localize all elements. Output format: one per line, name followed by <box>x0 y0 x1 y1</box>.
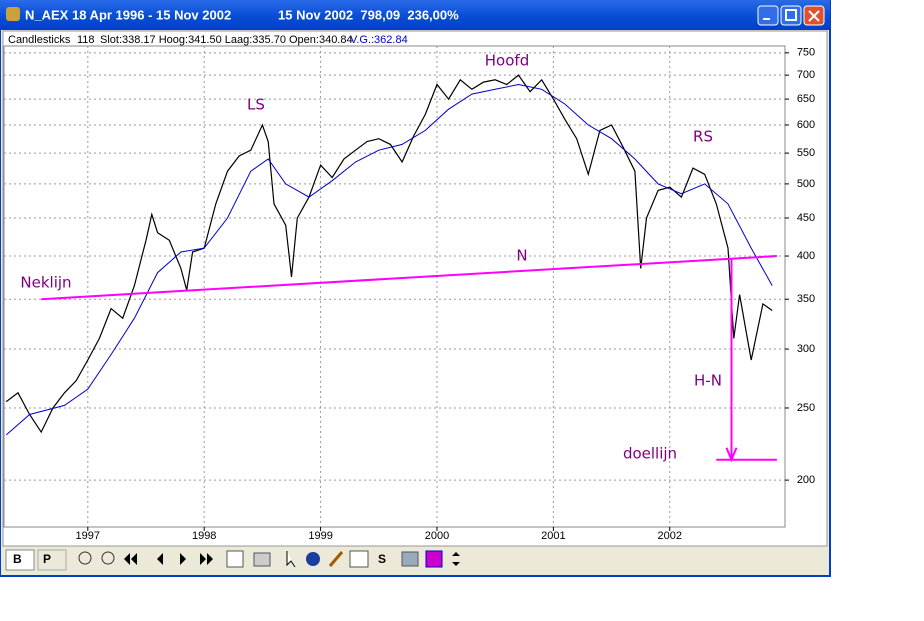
plot: 200 250 300 350 400 450 500 550 600 650 700 750 1997… <box>3 45 815 542</box>
zoom-in-icon[interactable] <box>78 551 92 565</box>
y-tick-label: 650 <box>797 93 815 105</box>
info-ohlc: Slot:338.17 Hoog:341.50 Laag:335.70 Open… <box>100 34 353 46</box>
y-tick-label: 300 <box>797 343 815 355</box>
y-tick-label: 600 <box>797 119 815 131</box>
print-icon[interactable] <box>253 552 271 567</box>
annotation: LS <box>247 96 265 114</box>
y-tick-label: 250 <box>797 402 815 414</box>
title-bar <box>0 0 830 30</box>
info-ma: V.G.:362.84 <box>350 34 408 46</box>
y-tick-label: 500 <box>797 178 815 190</box>
draw-icon[interactable] <box>328 551 344 567</box>
y-tick-label: 550 <box>797 147 815 159</box>
cursor-icon[interactable] <box>286 551 296 568</box>
y-tick-label: 400 <box>797 250 815 262</box>
zoom-out-icon[interactable] <box>101 551 115 565</box>
toolbar-button[interactable] <box>5 549 35 571</box>
minimize-button[interactable] <box>757 5 779 26</box>
arrowhead <box>725 447 738 463</box>
annotation: H-N <box>694 372 722 390</box>
annotation: Neklijn <box>20 274 71 292</box>
annotation: RS <box>693 128 713 146</box>
x-tick-label: 1999 <box>308 530 332 542</box>
plot-frame <box>3 45 786 528</box>
tool-icon[interactable] <box>425 550 443 568</box>
series-line <box>5 74 773 434</box>
x-tick-label: 1997 <box>76 530 100 542</box>
x-tick-label: 2001 <box>541 530 565 542</box>
maximize-icon <box>785 9 797 21</box>
last-icon[interactable] <box>200 553 213 565</box>
info-icon[interactable] <box>306 552 320 566</box>
y-tick-label: 350 <box>797 293 815 305</box>
window: N_AEX 18 Apr 1996 - 15 Nov 2002 15 Nov 2… <box>0 0 831 577</box>
next-icon[interactable] <box>180 553 186 565</box>
y-tick-label: 750 <box>797 47 815 59</box>
toolbar-button-label: S <box>378 552 386 566</box>
annotation: doellijn <box>623 445 677 463</box>
info-mode: Candlesticks <box>8 34 71 46</box>
maximize-button[interactable] <box>780 5 802 26</box>
window-status: 15 Nov 2002 798,09 236,00% <box>278 7 459 22</box>
series-line <box>5 83 773 436</box>
chart-icon[interactable] <box>226 550 244 568</box>
prev-icon[interactable] <box>157 553 163 565</box>
annotation: N <box>516 247 527 265</box>
close-icon <box>808 10 820 22</box>
y-tick-label: 700 <box>797 69 815 81</box>
chart-surface <box>2 30 828 547</box>
toolbar-button-label: B <box>13 552 22 566</box>
toolbar-button-label: P <box>43 552 51 566</box>
annotations: LS Hoofd RS N Neklijn H-N doellijn <box>20 52 722 463</box>
window-title: N_AEX 18 Apr 1996 - 15 Nov 2002 <box>25 7 231 22</box>
toolbar-button[interactable] <box>37 549 67 571</box>
info-count: 118 <box>77 34 95 46</box>
app-icon <box>6 7 20 21</box>
x-tick-label: 1998 <box>192 530 216 542</box>
tool-icon[interactable] <box>401 551 419 567</box>
x-tick-label: 2002 <box>658 530 682 542</box>
spin-icon[interactable] <box>452 552 460 566</box>
toolbar: B P S <box>3 548 827 573</box>
first-icon[interactable] <box>124 553 137 565</box>
y-tick-label: 200 <box>797 474 815 486</box>
annotation: Hoofd <box>485 52 529 70</box>
y-tick-label: 450 <box>797 212 815 224</box>
reference-line <box>41 255 777 301</box>
x-tick-label: 2000 <box>425 530 449 542</box>
text-icon[interactable] <box>349 550 369 568</box>
